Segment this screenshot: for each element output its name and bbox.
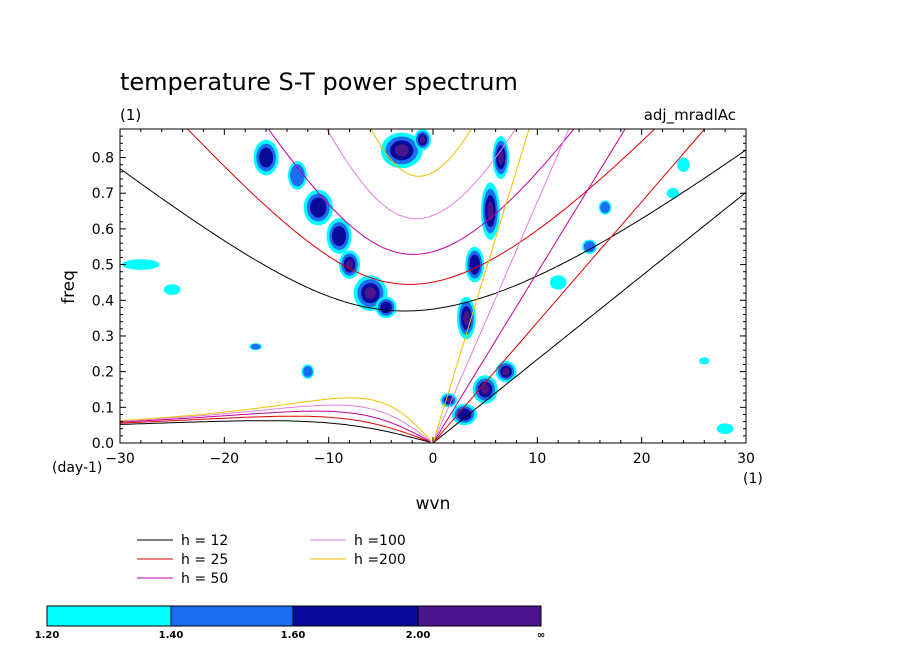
dispersion-curve-h50-branch-2 [120, 410, 431, 443]
x-axis-label: wvn [416, 494, 451, 514]
power-blob-8-level-3 [419, 136, 426, 144]
dispersion-curve-h200-branch-1 [432, 129, 530, 443]
legend-label-4: h =200 [354, 552, 406, 568]
x-tick-label-2: −10 [314, 451, 344, 467]
power-blob-13-level-3 [445, 397, 452, 403]
x-tick-label-0: −30 [105, 451, 135, 467]
colorbar-label-4: ∞ [537, 630, 545, 641]
y-unit-label: (day-1) [52, 460, 102, 476]
power-blob-27-level-0 [699, 357, 710, 365]
legend-label-2: h = 50 [181, 571, 228, 587]
x-unit-label: (1) [743, 471, 763, 487]
y-tick-label-3: 0.3 [92, 329, 114, 345]
legend-label-0: h = 12 [181, 533, 228, 549]
legend: h = 12 h = 25 h = 50 h =100 h =200 [137, 533, 406, 587]
y-tick-label-2: 0.2 [92, 365, 114, 381]
colorbar: 1.20 1.40 1.60 2.00 ∞ [35, 605, 545, 641]
power-blob-4-level-3 [345, 259, 354, 270]
power-blob-15-level-3 [480, 384, 490, 395]
power-blob-22-level-1 [583, 241, 596, 253]
dispersion-curve-h25-branch-0 [186, 129, 656, 285]
dispersion-curve-h50-branch-1 [432, 129, 626, 443]
dispersion-curve-h100-branch-1 [432, 129, 570, 443]
power-blob-2-level-2 [310, 197, 327, 218]
colorbar-swatch-1 [170, 605, 294, 627]
x-tick-label-6: 30 [737, 451, 755, 467]
chart-subtitle-left: (1) [120, 106, 141, 124]
power-blob-1-level-1 [290, 164, 305, 187]
power-blob-24-level-0 [666, 187, 680, 199]
power-blob-9-level-3 [463, 310, 470, 326]
plot-frame [119, 128, 747, 444]
x-tick-label-3: 0 [429, 451, 438, 467]
power-blob-7-level-3 [394, 144, 409, 157]
x-tick-label-5: 20 [633, 451, 651, 467]
power-blob-3-level-2 [332, 226, 347, 247]
dispersion-curve-h100-branch-0 [326, 129, 517, 220]
dispersion-curve-h25-branch-1 [432, 129, 706, 443]
power-blob-23-level-1 [600, 201, 611, 214]
power-blob-18-level-0 [163, 284, 181, 295]
y-tick-label-4: 0.4 [92, 293, 114, 309]
colorbar-label-0: 1.20 [35, 630, 60, 641]
y-tick-label-6: 0.6 [92, 222, 114, 238]
y-tick-label-5: 0.5 [92, 258, 114, 274]
dispersion-curve-h200-branch-2 [120, 397, 431, 441]
x-tick-label-4: 10 [528, 451, 546, 467]
dispersion-curve-h200-branch-0 [370, 129, 472, 177]
power-blob-16-level-3 [502, 367, 510, 376]
colorbar-label-1: 1.40 [159, 630, 184, 641]
power-blob-6-level-2 [380, 301, 392, 314]
power-blob-0-level-2 [259, 147, 274, 168]
chart-subtitle-right: adj_mradlAc [644, 106, 736, 125]
x-axis: −30 −20 −10 0 10 20 30 [105, 129, 755, 467]
dispersion-curve-h25-branch-2 [120, 415, 431, 443]
y-tick-label-0: 0.0 [92, 436, 114, 452]
power-blob-11-level-3 [487, 201, 494, 221]
dispersion-curve-h100-branch-2 [120, 404, 431, 442]
y-tick-label-7: 0.7 [92, 186, 114, 202]
dispersion-curves [120, 129, 746, 443]
power-blob-21-level-0 [549, 275, 567, 290]
colorbar-swatch-3 [417, 605, 542, 627]
y-axis: 0.0 0.1 0.2 0.3 0.4 0.5 0.6 0.7 0.8 [92, 135, 746, 452]
x-tick-label-1: −20 [210, 451, 240, 467]
power-blob-5-level-3 [364, 287, 377, 300]
colorbar-label-3: 2.00 [406, 630, 431, 641]
legend-label-1: h = 25 [181, 552, 228, 568]
power-blob-12-level-3 [497, 150, 504, 165]
power-blob-26-level-0 [716, 423, 734, 435]
legend-label-3: h =100 [354, 533, 406, 549]
power-blob-25-level-0 [677, 157, 690, 172]
power-blob-19-level-1 [250, 343, 261, 350]
power-blob-17-level-0 [122, 259, 160, 270]
y-axis-label: freq [59, 270, 79, 304]
y-tick-label-8: 0.8 [92, 151, 114, 167]
dispersion-curve-h12-branch-0 [120, 149, 746, 312]
dispersion-curve-h12-branch-2 [120, 420, 431, 443]
power-blob-10-level-2 [469, 254, 480, 275]
y-tick-label-1: 0.1 [92, 400, 114, 416]
chart-title: temperature S-T power spectrum [120, 68, 518, 96]
power-blob-20-level-1 [302, 366, 313, 378]
colorbar-label-2: 1.60 [281, 630, 306, 641]
dispersion-curve-h12-branch-1 [432, 191, 746, 443]
colorbar-swatch-2 [292, 605, 419, 627]
colorbar-swatch-0 [46, 605, 172, 627]
dispersion-curve-h50-branch-0 [267, 129, 575, 255]
